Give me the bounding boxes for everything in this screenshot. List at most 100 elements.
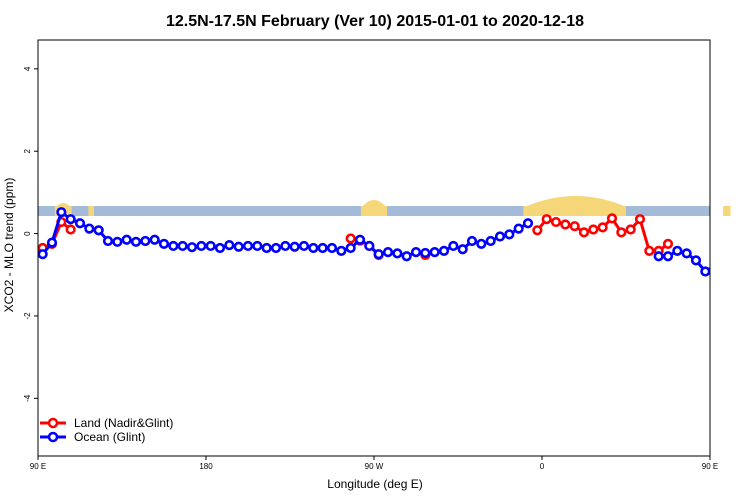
- data-point: [130, 236, 142, 247]
- data-point: [730, 254, 738, 262]
- data-point: [289, 241, 300, 252]
- data-point: [672, 245, 683, 256]
- data-point: [739, 264, 747, 272]
- data-point: [168, 240, 179, 252]
- data-point: [720, 261, 728, 269]
- data-point: [681, 248, 692, 259]
- data-point: [532, 225, 543, 236]
- data-point: [252, 240, 263, 252]
- data-point: [158, 238, 170, 249]
- data-point: [420, 247, 431, 259]
- data-point: [616, 227, 627, 238]
- series-line: [733, 258, 750, 273]
- data-point: [205, 240, 216, 252]
- data-point: [560, 219, 571, 230]
- data-point: [298, 240, 310, 252]
- data-point: [38, 249, 48, 260]
- y-axis-label: XCO2 - MLO trend (ppm): [2, 178, 16, 313]
- data-point: [373, 249, 384, 260]
- series-ocean: [38, 207, 728, 277]
- plot-frame: [37, 39, 711, 457]
- data-point: [644, 245, 655, 256]
- data-point: [709, 263, 710, 268]
- data-point: [429, 247, 440, 258]
- data-point: [382, 247, 394, 258]
- data-point: [186, 242, 198, 253]
- data-point: [466, 235, 478, 247]
- x-tick-label: 90 E: [702, 462, 718, 471]
- data-point: [448, 240, 459, 252]
- data-point: [261, 242, 272, 254]
- land-band: [360, 206, 388, 216]
- series-clip-group: [38, 207, 750, 277]
- data-point: [102, 235, 114, 247]
- data-point: [494, 231, 506, 242]
- data-point: [214, 242, 226, 254]
- data-point: [317, 242, 328, 254]
- data-point: [504, 229, 515, 240]
- y-tick-label: -4: [23, 394, 32, 402]
- y-tick-label: 0: [23, 231, 32, 236]
- data-point: [662, 238, 674, 249]
- data-point: [588, 224, 599, 235]
- legend-land-label: Land (Nadir&Glint): [74, 416, 173, 430]
- land-band: [723, 206, 731, 216]
- data-point: [177, 240, 188, 252]
- data-point: [280, 240, 291, 252]
- data-point: [121, 234, 132, 245]
- data-point: [140, 235, 151, 247]
- data-point: [74, 218, 86, 229]
- legend-land-marker: [47, 417, 59, 429]
- data-point: [196, 240, 207, 252]
- data-point: [336, 245, 347, 256]
- data-point: [345, 242, 356, 254]
- data-point: [308, 242, 319, 254]
- data-point: [700, 266, 710, 277]
- data-point: [112, 236, 123, 247]
- y-tick-label: 4: [23, 66, 32, 71]
- data-point: [242, 240, 254, 252]
- y-tick-label: -2: [23, 312, 32, 320]
- legend-ocean-label: Ocean (Glint): [74, 430, 145, 444]
- data-point: [476, 238, 487, 249]
- land-band: [523, 206, 626, 216]
- data-point: [541, 214, 552, 225]
- data-point: [364, 240, 375, 252]
- data-point: [653, 251, 664, 262]
- data-point: [326, 242, 338, 254]
- land-band: [88, 206, 94, 216]
- data-point: [410, 247, 422, 258]
- data-point: [345, 233, 356, 244]
- data-point: [233, 241, 244, 252]
- land-bump: [56, 203, 70, 206]
- series-layer: [38, 207, 750, 277]
- data-point: [65, 224, 76, 235]
- data-point: [438, 245, 450, 256]
- data-point: [401, 251, 412, 262]
- land-bump: [362, 200, 386, 206]
- legend-ocean-marker: [47, 431, 59, 443]
- data-point: [270, 242, 282, 254]
- data-point: [625, 224, 636, 235]
- x-tick-label: 90 E: [30, 462, 46, 471]
- data-point: [46, 237, 58, 248]
- data-point: [392, 248, 403, 259]
- data-point: [550, 216, 562, 228]
- data-point: [485, 235, 496, 247]
- surface-band: [38, 196, 731, 216]
- data-point: [690, 255, 702, 266]
- data-point: [634, 214, 646, 225]
- axis-ticks: 90 E 180 90 W 0 90 E -4 -2 0 2 4: [23, 66, 718, 471]
- data-point: [84, 223, 95, 234]
- data-point: [93, 225, 104, 236]
- x-tick-label: 180: [199, 462, 213, 471]
- data-point: [513, 223, 524, 234]
- data-point: [56, 207, 67, 218]
- data-point: [65, 214, 76, 225]
- chart-title: 12.5N-17.5N February (Ver 10) 2015-01-01…: [166, 13, 584, 30]
- x-tick-label: 90 W: [365, 462, 384, 471]
- data-point: [354, 234, 366, 245]
- data-point: [149, 234, 160, 245]
- data-point: [662, 251, 674, 262]
